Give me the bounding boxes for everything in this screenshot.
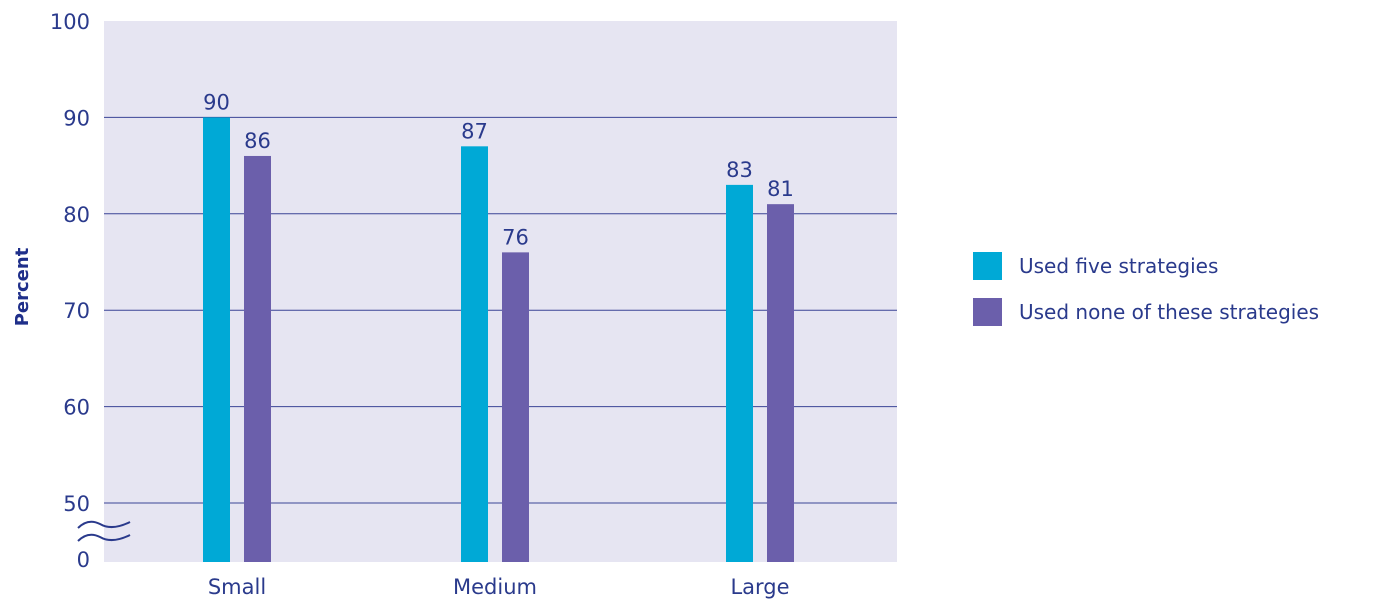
- data-label-small-series-2: 86: [244, 129, 271, 153]
- y-tick-label-90: 90: [63, 106, 90, 130]
- y-tick-label-70: 70: [63, 299, 90, 323]
- legend-label-used-none: Used none of these strategies: [1019, 300, 1320, 324]
- data-labels: 90 86 87 76 83 81: [203, 90, 794, 249]
- legend-item-used-none: Used none of these strategies: [973, 298, 1319, 326]
- y-tick-label-0: 0: [77, 548, 90, 572]
- x-category-label-large: Large: [730, 575, 789, 599]
- legend-swatch-used-five: [973, 252, 1002, 280]
- y-axis-label: Percent: [12, 247, 33, 326]
- bar-small-series-2: [244, 155, 271, 562]
- x-category-label-small: Small: [208, 575, 266, 599]
- y-tick-label-50: 50: [63, 492, 90, 516]
- y-tick-label-60: 60: [63, 396, 90, 420]
- data-label-small-series-1: 90: [203, 90, 230, 114]
- bar-medium-series-2: [502, 252, 529, 563]
- x-category-label-medium: Medium: [453, 575, 537, 599]
- bar-large-series-1: [726, 184, 753, 562]
- y-tick-label-100: 100: [50, 10, 90, 34]
- data-label-medium-series-2: 76: [502, 225, 529, 249]
- x-axis-category-labels: Small Medium Large: [208, 575, 790, 599]
- bars: [203, 117, 794, 563]
- legend: Used five strategies Used none of these …: [973, 252, 1319, 344]
- legend-item-used-five: Used five strategies: [973, 252, 1319, 280]
- axis-break-icon: [77, 520, 131, 542]
- data-label-large-series-1: 83: [726, 158, 753, 182]
- data-label-large-series-2: 81: [767, 177, 794, 201]
- legend-swatch-used-none: [973, 298, 1002, 326]
- plot-area: [104, 21, 897, 562]
- bar-large-series-2: [767, 204, 794, 562]
- gridlines: [104, 116, 897, 504]
- y-axis-tick-labels: 0 50 60 70 80 90 100: [50, 10, 90, 572]
- legend-label-used-five: Used five strategies: [1019, 254, 1219, 278]
- bar-small-series-1: [203, 117, 230, 563]
- data-label-medium-series-1: 87: [461, 119, 488, 143]
- y-tick-label-80: 80: [63, 203, 90, 227]
- bar-medium-series-1: [461, 146, 488, 562]
